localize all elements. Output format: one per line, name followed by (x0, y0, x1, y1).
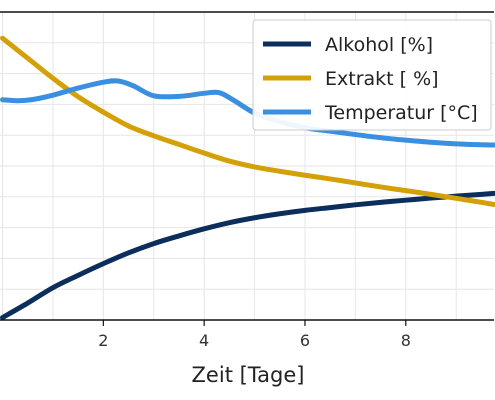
x-tick-label: 6 (300, 331, 310, 350)
x-tick-label: 4 (199, 331, 209, 350)
x-tick-label: 8 (401, 331, 411, 350)
plot-frame (0, 11, 494, 321)
series-line-2 (0, 78, 495, 148)
legend: Alkohol [%] Extrakt [ %] Temperatur [°C] (252, 19, 492, 131)
legend-label-2: Temperatur [°C] (324, 102, 478, 124)
series-line-0 (0, 190, 495, 321)
x-axis-ticks: 2 4 6 8 (98, 320, 411, 350)
x-tick-label: 2 (98, 331, 108, 350)
x-axis-label: Zeit [Tage] (192, 363, 305, 387)
legend-box (252, 19, 492, 131)
legend-label-1: Extrakt [ %] (325, 68, 439, 90)
legend-label-0: Alkohol [%] (325, 34, 433, 56)
series-lines (0, 35, 495, 321)
series-line-1 (0, 35, 495, 207)
